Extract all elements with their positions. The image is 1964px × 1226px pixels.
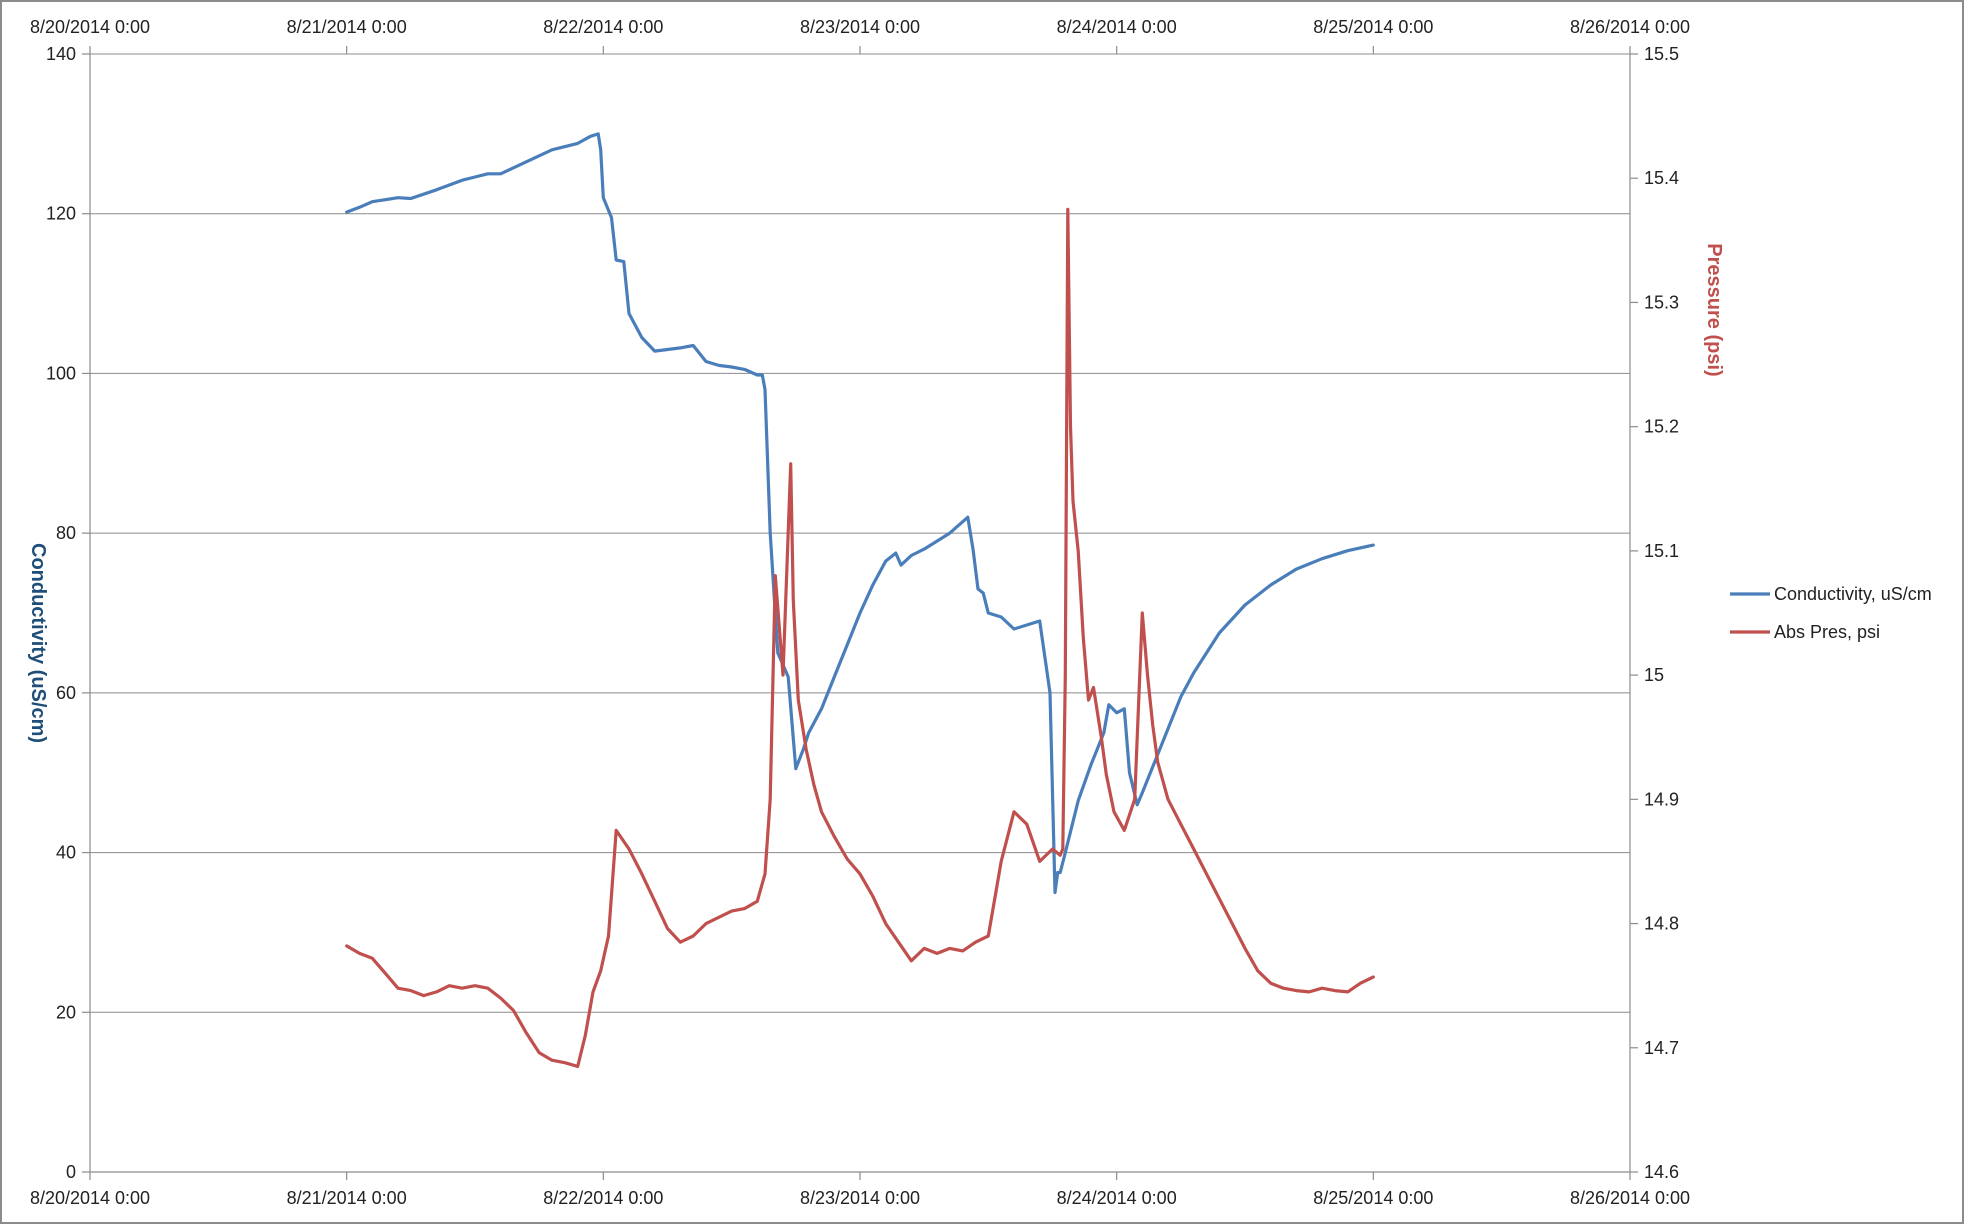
y-right-tick-label: 14.8 (1644, 914, 1679, 934)
x-tick-label-bottom: 8/26/2014 0:00 (1570, 1188, 1690, 1208)
y-left-tick-label: 80 (56, 523, 76, 543)
x-tick-label-top: 8/22/2014 0:00 (543, 17, 663, 37)
y-right-tick-label: 15.2 (1644, 417, 1679, 437)
x-tick-label-bottom: 8/22/2014 0:00 (543, 1188, 663, 1208)
y-right-tick-label: 15.1 (1644, 541, 1679, 561)
y-left-tick-label: 60 (56, 683, 76, 703)
x-tick-label-top: 8/23/2014 0:00 (800, 17, 920, 37)
legend: Conductivity, uS/cm Abs Pres, psi (1730, 584, 1932, 642)
axes (82, 46, 1638, 1180)
y-right-tick-label: 15.5 (1644, 44, 1679, 64)
x-tick-label-bottom: 8/20/2014 0:00 (30, 1188, 150, 1208)
series-line-conductivity (345, 132, 1375, 895)
y-left-axis-title: Conductivity (uS/cm) (27, 543, 49, 743)
y-right-tick-label: 14.9 (1644, 789, 1679, 809)
x-tick-label-top: 8/26/2014 0:00 (1570, 17, 1690, 37)
y-right-tick-label: 15.4 (1644, 168, 1679, 188)
x-tick-label-top: 8/20/2014 0:00 (30, 17, 150, 37)
y-left-tick-label: 120 (46, 204, 76, 224)
y-left-tick-label: 100 (46, 363, 76, 383)
y-right-tick-label: 15.3 (1644, 292, 1679, 312)
series-lines (345, 132, 1375, 1069)
x-tick-label-top: 8/25/2014 0:00 (1313, 17, 1433, 37)
y-left-tick-label: 0 (66, 1162, 76, 1182)
x-tick-label-top: 8/24/2014 0:00 (1057, 17, 1177, 37)
y-left-tick-label: 40 (56, 843, 76, 863)
x-tick-label-bottom: 8/23/2014 0:00 (800, 1188, 920, 1208)
legend-label: Abs Pres, psi (1774, 622, 1880, 642)
x-tick-label-bottom: 8/21/2014 0:00 (287, 1188, 407, 1208)
grid-lines (90, 53, 1630, 1013)
y-right-tick-label: 15 (1644, 665, 1664, 685)
axis-labels: 0 20 40 60 80 100 120 140 14.6 14.7 14.8 14.9 15 15.1… (27, 17, 1725, 1208)
legend-label: Conductivity, uS/cm (1774, 584, 1932, 604)
y-left-tick-label: 20 (56, 1002, 76, 1022)
y-right-tick-label: 14.7 (1644, 1038, 1679, 1058)
series-line-pressure (345, 207, 1375, 1069)
y-left-tick-label: 140 (46, 44, 76, 64)
y-right-tick-label: 14.6 (1644, 1162, 1679, 1182)
x-tick-label-bottom: 8/24/2014 0:00 (1057, 1188, 1177, 1208)
x-tick-label-top: 8/21/2014 0:00 (287, 17, 407, 37)
y-right-axis-title: Pressure (psi) (1703, 243, 1725, 376)
x-tick-label-bottom: 8/25/2014 0:00 (1313, 1188, 1433, 1208)
